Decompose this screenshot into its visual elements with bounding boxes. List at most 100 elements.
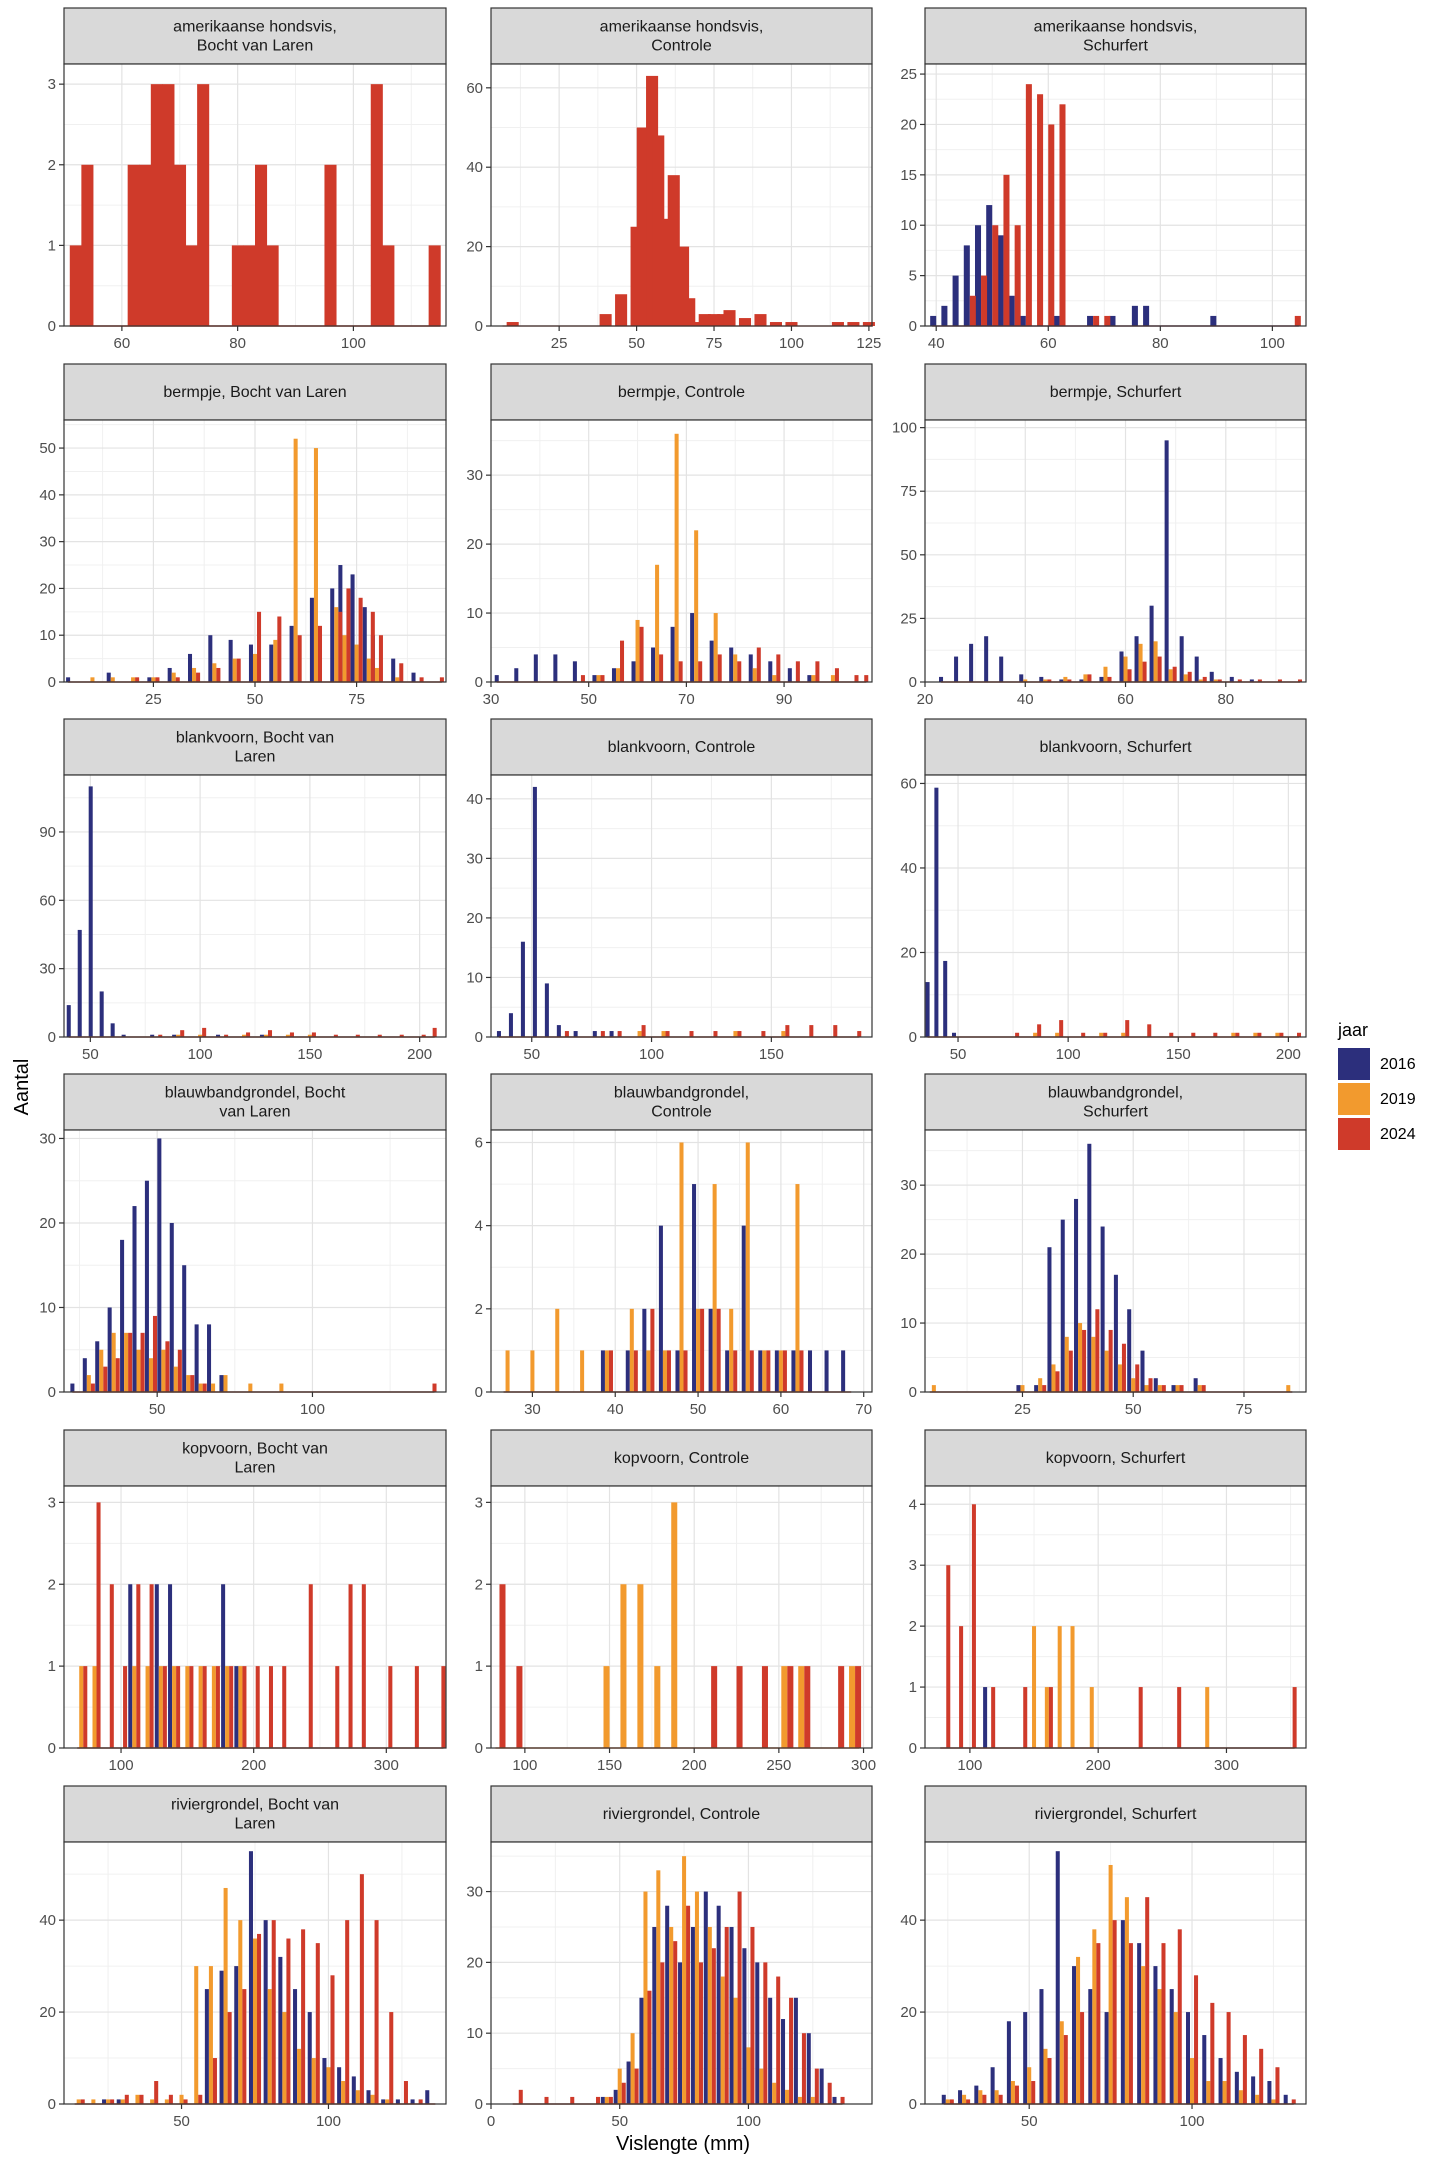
y-tick-label: 90: [39, 824, 56, 841]
bar-2019: [682, 1856, 687, 2104]
bar-2024: [982, 2094, 987, 2104]
bar-2024: [388, 1666, 393, 1748]
bar-2019: [172, 1666, 177, 1748]
bar-2016: [494, 675, 499, 682]
bar-2024: [324, 164, 337, 326]
y-tick-label: 4: [475, 1218, 483, 1235]
bar-2019: [1032, 1626, 1037, 1748]
y-tick-label: 20: [466, 1954, 483, 1971]
bar-2016: [787, 668, 792, 682]
bar-2016: [1194, 656, 1199, 682]
x-tick-label: 80: [1152, 335, 1169, 352]
panel-border: [490, 419, 873, 683]
bar-2024: [229, 1666, 234, 1748]
x-tick-label: 25: [551, 335, 568, 352]
bar-2024: [1048, 124, 1055, 326]
bar-2016: [102, 2099, 107, 2104]
bar-2024: [1128, 1943, 1133, 2104]
bar-2016: [248, 644, 253, 682]
bar-2016: [1119, 651, 1124, 682]
x-tick-label: 80: [1217, 691, 1234, 708]
y-axis-title: Aantal: [11, 1059, 33, 1116]
bar-2019: [1206, 2081, 1211, 2104]
bar-2016: [952, 275, 959, 326]
bar-2016: [1234, 2071, 1239, 2104]
bar-2019: [1205, 1687, 1210, 1748]
y-tick-label: 20: [39, 2004, 56, 2021]
y-tick-label: 20: [466, 239, 483, 256]
bar-2024: [1014, 2085, 1019, 2104]
bar-2024: [242, 1666, 247, 1748]
panel-background: [925, 775, 1306, 1037]
bar-2024: [282, 1666, 287, 1748]
y-tick-label: 2: [48, 1576, 56, 1593]
bar-2016: [219, 1970, 224, 2104]
bar-2024: [1187, 671, 1192, 682]
bar-2024: [175, 677, 180, 682]
bar-2024: [689, 1031, 694, 1037]
bar-2024: [683, 1350, 688, 1392]
bar-2024: [1080, 2012, 1085, 2104]
bar-2016: [520, 941, 525, 1037]
bar-2016: [1060, 1219, 1065, 1392]
bar-2016: [228, 639, 233, 682]
bar-2016: [1087, 1143, 1092, 1392]
bar-2016: [1202, 2035, 1207, 2104]
bar-2016: [611, 668, 616, 682]
bar-2024: [80, 2099, 85, 2104]
bar-2024: [355, 1034, 360, 1037]
y-tick-label: 1: [48, 237, 56, 254]
bar-2016: [289, 625, 294, 682]
bar-2024: [600, 1031, 605, 1037]
bar-2024: [345, 1920, 350, 2104]
x-tick-label: 40: [1017, 691, 1034, 708]
bar-2016: [391, 658, 396, 682]
bar-2019: [252, 1938, 258, 2104]
bar-2019: [232, 658, 237, 682]
x-tick-label: 70: [678, 691, 695, 708]
bar-2024: [998, 2094, 1003, 2104]
bar-2016: [1153, 1378, 1158, 1392]
x-tick-label: 100: [1260, 335, 1285, 352]
bar-2016: [234, 1966, 239, 2104]
bar-2019: [630, 2033, 635, 2104]
strip-background: [924, 1785, 1307, 1843]
bar-2019: [1044, 1687, 1049, 1748]
bar-2019: [1173, 2012, 1178, 2104]
x-tick-label: 50: [1021, 2113, 1038, 2130]
bar-2019: [185, 1666, 190, 1748]
bar-2024: [831, 322, 844, 326]
bar-2016: [974, 2085, 979, 2104]
bar-2024: [1121, 1343, 1126, 1392]
bar-2019: [1103, 666, 1108, 682]
bar-2024: [1112, 1920, 1117, 2104]
bar-2016: [573, 1031, 578, 1037]
bar-2024: [370, 84, 383, 327]
bar-2024: [776, 1976, 781, 2104]
bar-2019: [759, 2068, 764, 2104]
panel-border: [490, 1841, 873, 2105]
bar-2024: [652, 135, 665, 326]
bar-2024: [506, 322, 519, 326]
bar-2016: [986, 205, 993, 326]
bar-2024: [158, 1034, 163, 1037]
bar-2019: [225, 1666, 230, 1748]
bar-2024: [243, 245, 256, 326]
bar-2024: [348, 1584, 353, 1748]
bar-2024: [231, 245, 244, 326]
y-tick-label: 40: [900, 860, 917, 877]
bar-2024: [1217, 679, 1222, 682]
bar-2016: [411, 672, 416, 682]
strip-background: [490, 1073, 873, 1131]
x-tick-label: 60: [773, 1401, 790, 1418]
bar-2016: [675, 1350, 680, 1392]
bar-2019: [285, 1034, 290, 1037]
bar-2024: [419, 677, 424, 682]
bar-2019: [637, 1031, 642, 1037]
bar-2019: [762, 1350, 767, 1392]
bar-2016: [544, 983, 549, 1037]
bar-2016: [351, 2076, 356, 2104]
y-tick-label: 10: [466, 605, 483, 622]
bar-2016: [1023, 2012, 1028, 2104]
bar-2024: [1213, 1032, 1218, 1037]
